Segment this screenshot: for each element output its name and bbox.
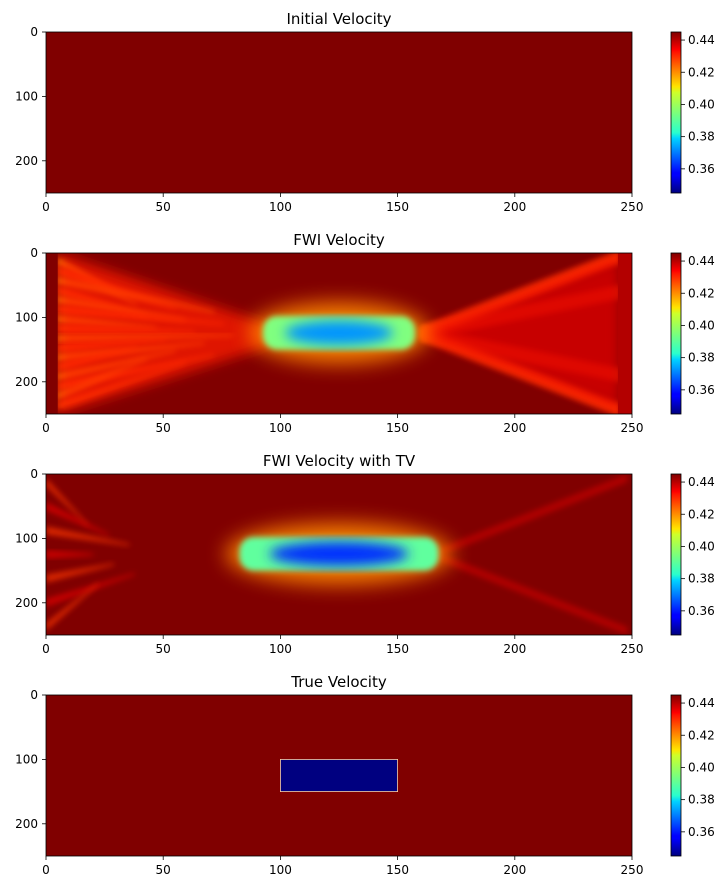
colorbar-tick-label: 0.42: [688, 507, 715, 521]
anomaly-block: [279, 759, 398, 793]
colorbar: [670, 694, 682, 857]
x-tick-label: 250: [621, 863, 644, 877]
heatmap-image: [46, 695, 632, 856]
axes-frame: [45, 252, 633, 415]
colorbar-tick-label: 0.38: [688, 130, 715, 144]
x-tick-label: 150: [386, 200, 409, 214]
colorbar-tick-label: 0.36: [688, 383, 715, 397]
x-tick-label: 150: [386, 421, 409, 435]
x-tick-label: 100: [269, 642, 292, 656]
axes-frame: [45, 31, 633, 194]
colorbar-tick-label: 0.40: [688, 539, 715, 553]
colorbar: [670, 473, 682, 636]
x-tick-label: 100: [269, 863, 292, 877]
x-tick-label: 200: [503, 863, 526, 877]
panel-2: FWI Velocity 0 50 100 150 200 250 0 100 200 0.36 0.…: [15, 231, 715, 435]
x-tick-label: 250: [621, 642, 644, 656]
y-tick-label: 0: [30, 688, 38, 702]
colorbar-tick-label: 0.36: [688, 162, 715, 176]
x-tick-label: 200: [503, 200, 526, 214]
artifact-streak: [46, 502, 109, 537]
colorbar-tick-label: 0.36: [688, 825, 715, 839]
panel-title: FWI Velocity with TV: [263, 452, 416, 470]
x-tick-label: 100: [269, 421, 292, 435]
artifact-fan-fill: [421, 259, 621, 408]
y-tick-label: 100: [15, 752, 38, 766]
axes-frame: [45, 694, 633, 857]
y-tick-label: 200: [15, 154, 38, 168]
colorbar-tick-label: 0.38: [688, 351, 715, 365]
heatmap-image: [46, 474, 632, 635]
x-tick-label: 50: [156, 421, 171, 435]
artifact-streak: [46, 550, 94, 559]
edge-strip: [46, 253, 58, 414]
y-tick-label: 200: [15, 596, 38, 610]
heatmap-image: [46, 253, 632, 414]
x-tick-label: 0: [42, 421, 50, 435]
colorbar-tick-label: 0.36: [688, 604, 715, 618]
colorbar-tick-label: 0.38: [688, 793, 715, 807]
y-tick-label: 0: [30, 246, 38, 260]
artifact-streak: [46, 526, 130, 546]
colorbar-tick-label: 0.42: [688, 286, 715, 300]
colorbar-tick-label: 0.44: [688, 475, 715, 489]
x-tick-label: 250: [621, 421, 644, 435]
artifact-streak: [46, 478, 89, 527]
y-tick-label: 0: [30, 25, 38, 39]
edge-strip: [617, 253, 632, 414]
y-tick-label: 200: [15, 817, 38, 831]
x-tick-label: 150: [386, 863, 409, 877]
heatmap-background: [46, 32, 632, 193]
x-tick-label: 200: [503, 421, 526, 435]
colorbar-tick-label: 0.44: [688, 254, 715, 268]
panel-4: True Velocity 0 50 100 150 200 250 0 100 200 0.36 0…: [15, 673, 715, 877]
colorbar-tick-label: 0.40: [688, 318, 715, 332]
artifact-streak: [46, 563, 114, 583]
colorbar: [670, 252, 682, 415]
panel-title: True Velocity: [290, 673, 387, 691]
x-tick-label: 0: [42, 642, 50, 656]
panel-3: FWI Velocity with TV 0 50 100 150 200 250 0 100 2…: [15, 452, 715, 656]
colorbar-tick-label: 0.40: [688, 97, 715, 111]
colorbar-tick-label: 0.42: [688, 728, 715, 742]
y-tick-label: 200: [15, 375, 38, 389]
y-tick-label: 100: [15, 89, 38, 103]
y-tick-label: 100: [15, 310, 38, 324]
artifact-streak: [46, 582, 99, 631]
panel-title: FWI Velocity: [293, 231, 385, 249]
heatmap-image: [46, 32, 632, 193]
colorbar-tick-label: 0.38: [688, 572, 715, 586]
x-tick-label: 0: [42, 200, 50, 214]
anomaly-core: [284, 320, 394, 345]
artifact-fan-branch: [432, 550, 628, 635]
colorbar: [670, 31, 682, 194]
x-tick-label: 250: [621, 200, 644, 214]
panel-1: Initial Velocity 0 50 100 150 200 250 0 100 200 0.…: [15, 10, 715, 214]
x-tick-label: 0: [42, 863, 50, 877]
panel-title: Initial Velocity: [286, 10, 391, 28]
axes-frame: [45, 473, 633, 636]
colorbar-tick-label: 0.44: [688, 33, 715, 47]
x-tick-label: 50: [156, 863, 171, 877]
x-tick-label: 150: [386, 642, 409, 656]
x-tick-label: 200: [503, 642, 526, 656]
colorbar-tick-label: 0.40: [688, 760, 715, 774]
anomaly-core: [269, 541, 409, 566]
x-tick-label: 100: [269, 200, 292, 214]
x-tick-label: 50: [156, 642, 171, 656]
artifact-fan-branch: [432, 474, 628, 559]
colorbar-tick-label: 0.42: [688, 65, 715, 79]
x-tick-label: 50: [156, 200, 171, 214]
colorbar-tick-label: 0.44: [688, 696, 715, 710]
y-tick-label: 0: [30, 467, 38, 481]
y-tick-label: 100: [15, 531, 38, 545]
artifact-cone-left: [57, 253, 269, 414]
